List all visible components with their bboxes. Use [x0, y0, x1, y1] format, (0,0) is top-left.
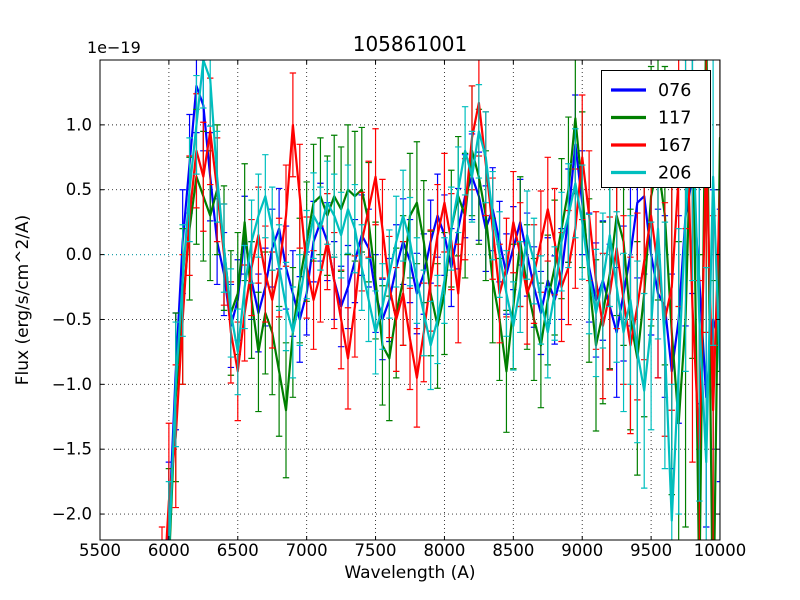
axes-border [99, 59, 721, 541]
legend-label-076: 076 [658, 81, 691, 101]
legend-label-206: 206 [658, 164, 691, 184]
y-tick-label: 0.5 [66, 180, 92, 199]
x-axis-label: Wavelength (A) [344, 563, 475, 583]
x-tick-label: 6500 [217, 541, 259, 560]
legend-label-167: 167 [658, 136, 691, 156]
x-tick-label: 10000 [694, 541, 747, 560]
y-axis-label: Flux (erg/s/cm^2/A) [13, 215, 33, 386]
x-tick-label: 9500 [630, 541, 672, 560]
x-tick-label: 7500 [355, 541, 397, 560]
x-tick-label: 9000 [561, 541, 603, 560]
legend-label-117: 117 [658, 109, 691, 129]
flux-line-206 [168, 60, 720, 540]
legend-box [601, 70, 711, 188]
y-tick-label: −1.0 [52, 375, 92, 394]
legend-item-076: 076 [611, 81, 691, 101]
flux-line-117 [168, 60, 720, 540]
x-tick-label: 8000 [423, 541, 465, 560]
legend-item-117: 117 [611, 109, 691, 129]
legend-item-167: 167 [611, 136, 691, 156]
y-tick-label: −2.0 [52, 505, 92, 524]
x-tick-label: 7000 [286, 541, 328, 560]
y-tick-label: 0.0 [66, 245, 92, 264]
y-tick-label: 1.0 [66, 115, 92, 134]
x-tick-label: 6000 [148, 541, 190, 560]
tick-marks [99, 60, 721, 540]
y-axis-offset-label: 1e−19 [87, 38, 141, 57]
x-tick-label: 8500 [492, 541, 534, 560]
legend: 076 117 167 206 [601, 70, 711, 188]
y-tick-label: −1.5 [52, 440, 92, 459]
x-tick-label: 5500 [79, 541, 121, 560]
flux-line-167 [165, 84, 720, 540]
plot-render-root: 5500 6000 6500 7000 7500 8000 8500 9000 9500 1000… [52, 59, 747, 560]
y-tick-label: −0.5 [52, 310, 92, 329]
chart-title: 105861001 [353, 32, 468, 56]
legend-item-206: 206 [611, 164, 691, 184]
